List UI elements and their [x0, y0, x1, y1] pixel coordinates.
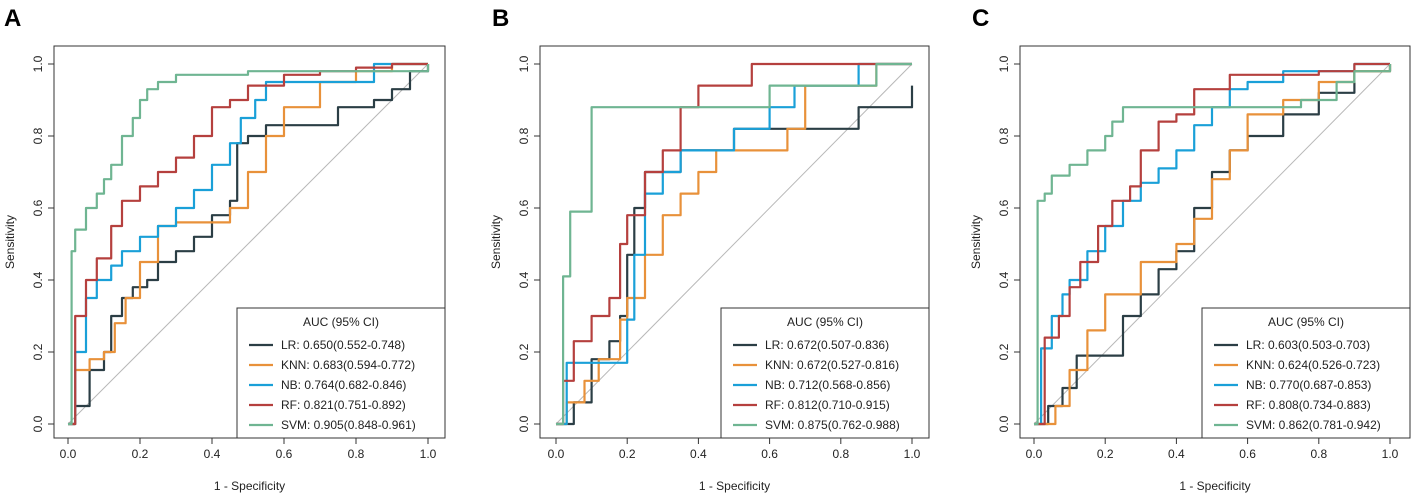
reference-diagonal [67, 63, 429, 425]
y-tick-label: 0.0 [31, 415, 45, 432]
x-tick-label: 0.2 [132, 447, 149, 461]
x-tick-label: 0.8 [1310, 447, 1327, 461]
x-axis-label: 1 - Specificity [214, 479, 285, 493]
x-tick-label: 0.0 [60, 447, 77, 461]
x-tick-label: 0.4 [1168, 447, 1185, 461]
y-tick-label: 0.8 [31, 127, 45, 144]
roc-curve-svm [556, 62, 912, 426]
y-tick-label: 0.6 [997, 199, 1011, 216]
legend-label-lr: LR: 0.603(0.503-0.703) [1246, 338, 1370, 352]
x-axis-label: 1 - Specificity [699, 479, 770, 493]
panel-letter: A [4, 5, 21, 32]
legend: AUC (95% CI) LR: 0.603(0.503-0.703) KNN: 0… [1201, 307, 1411, 439]
roc-curve-knn [1034, 64, 1392, 426]
y-tick-label: 0.4 [997, 271, 1011, 288]
y-tick-label: 0.6 [31, 199, 45, 216]
roc-curve-rf [68, 62, 428, 426]
y-tick-label: 0.2 [517, 343, 531, 360]
legend-title: AUC (95% CI) [1268, 315, 1344, 329]
y-tick-label: 0.0 [997, 415, 1011, 432]
reference-diagonal [1033, 63, 1391, 425]
y-tick-label: 0.6 [517, 199, 531, 216]
roc-curve-svm [1034, 64, 1392, 426]
y-tick-label: 1.0 [31, 55, 45, 72]
y-tick-label: 0.2 [997, 343, 1011, 360]
y-axis-label: Sensitivity [489, 215, 503, 269]
legend-label-rf: RF: 0.812(0.710-0.915) [765, 398, 890, 412]
roc-curve-nb [1034, 62, 1390, 426]
x-tick-label: 0.2 [1097, 447, 1114, 461]
x-tick-label: 0.0 [1026, 447, 1043, 461]
x-tick-label: 1.0 [420, 447, 437, 461]
legend-label-svm: SVM: 0.862(0.781-0.942) [1246, 418, 1381, 432]
legend-label-nb: NB: 0.712(0.568-0.856) [765, 378, 890, 392]
legend-label-knn: KNN: 0.624(0.526-0.723) [1246, 358, 1380, 372]
legend-label-nb: NB: 0.770(0.687-0.853) [1246, 378, 1371, 392]
y-axis-label: Sensitivity [3, 215, 17, 269]
y-tick-label: 0.4 [517, 271, 531, 288]
x-tick-label: 0.8 [348, 447, 365, 461]
x-tick-label: 0.4 [204, 447, 221, 461]
legend-label-nb: NB: 0.764(0.682-0.846) [281, 378, 406, 392]
legend-box [720, 307, 930, 439]
y-tick-label: 0.2 [31, 343, 45, 360]
roc-panel-a: A 0.0 0.2 0.4 0.6 0.8 1.0 0.0 0.2 0.4 0.6 0.8 1.0 1 -… [3, 5, 446, 493]
roc-panel-c: C 0.0 0.2 0.4 0.6 0.8 1.0 0.0 0.2 0.4 0.6 0.8 1.0 1 -… [969, 5, 1411, 493]
legend: AUC (95% CI) LR: 0.650(0.552-0.748) KNN: 0… [236, 307, 446, 439]
legend-label-rf: RF: 0.821(0.751-0.892) [281, 398, 406, 412]
legend-label-knn: KNN: 0.672(0.527-0.816) [765, 358, 899, 372]
legend: AUC (95% CI) LR: 0.672(0.507-0.836) KNN: 0… [720, 307, 930, 439]
x-tick-label: 0.4 [690, 447, 707, 461]
legend-label-svm: SVM: 0.875(0.762-0.988) [765, 418, 900, 432]
x-tick-label: 0.8 [832, 447, 849, 461]
y-tick-label: 0.8 [517, 127, 531, 144]
panel-letter: C [972, 5, 989, 32]
x-tick-label: 0.6 [276, 447, 293, 461]
y-axis-label: Sensitivity [969, 215, 983, 269]
y-tick-label: 1.0 [517, 55, 531, 72]
reference-diagonal [555, 63, 913, 425]
x-tick-label: 1.0 [904, 447, 921, 461]
legend-label-svm: SVM: 0.905(0.848-0.961) [281, 418, 416, 432]
y-tick-label: 0.4 [31, 271, 45, 288]
roc-curve-rf [1034, 62, 1390, 426]
y-tick-label: 0.8 [997, 127, 1011, 144]
x-tick-label: 1.0 [1382, 447, 1399, 461]
legend-title: AUC (95% CI) [787, 315, 863, 329]
roc-curve-svm [68, 64, 430, 426]
y-tick-label: 1.0 [997, 55, 1011, 72]
x-tick-label: 0.6 [761, 447, 778, 461]
x-axis-label: 1 - Specificity [1179, 479, 1250, 493]
legend-label-rf: RF: 0.808(0.734-0.883) [1246, 398, 1371, 412]
roc-curve-nb [68, 62, 428, 426]
y-tick-label: 0.0 [517, 415, 531, 432]
roc-curve-rf [556, 62, 912, 426]
legend-label-lr: LR: 0.650(0.552-0.748) [281, 338, 405, 352]
legend-box [236, 307, 446, 439]
legend-label-lr: LR: 0.672(0.507-0.836) [765, 338, 889, 352]
roc-curve-lr [1034, 64, 1392, 426]
roc-curve-knn [556, 62, 912, 426]
panel-letter: B [492, 5, 509, 32]
roc-panel-b: B 0.0 0.2 0.4 0.6 0.8 1.0 0.0 0.2 0.4 0.6 0.8 1.0 1 -… [489, 5, 930, 493]
legend-label-knn: KNN: 0.683(0.594-0.772) [281, 358, 415, 372]
x-tick-label: 0.2 [619, 447, 636, 461]
legend-box [1201, 307, 1411, 439]
x-tick-label: 0.6 [1239, 447, 1256, 461]
x-tick-label: 0.0 [548, 447, 565, 461]
legend-title: AUC (95% CI) [303, 315, 379, 329]
